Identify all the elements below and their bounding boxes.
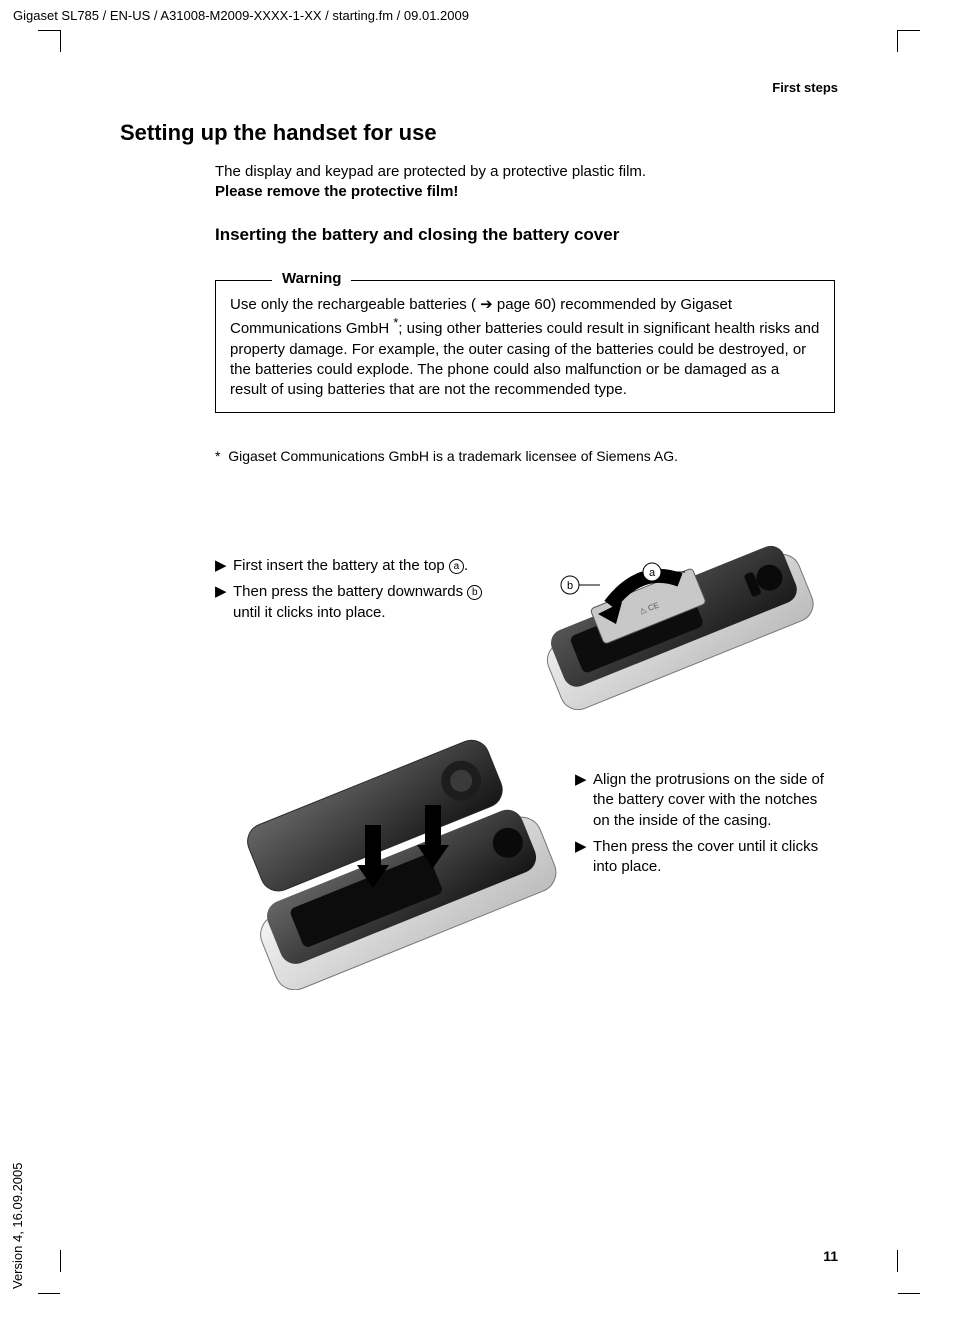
heading-1: Setting up the handset for use <box>120 120 437 146</box>
list-item: ▶ First insert the battery at the top a. <box>215 556 485 576</box>
crop-mark <box>898 1293 920 1294</box>
running-head: First steps <box>772 80 838 95</box>
intro-line1: The display and keypad are protected by … <box>215 163 646 180</box>
warning-label: Warning <box>272 269 351 289</box>
marker-b: b <box>467 585 482 600</box>
illustration-close-cover <box>215 710 565 990</box>
list-item: ▶ Then press the battery downwards b unt… <box>215 582 485 623</box>
crop-mark <box>897 1250 898 1272</box>
step-text: . <box>464 557 468 574</box>
list-item: ▶ Align the protrusions on the side of t… <box>575 770 835 831</box>
bullet-icon: ▶ <box>215 582 233 623</box>
steps-right: ▶ Align the protrusions on the side of t… <box>575 770 835 883</box>
step-text: Then press the battery downwards <box>233 583 467 600</box>
crop-mark <box>38 30 60 31</box>
footnote-star: * <box>215 448 220 464</box>
warning-box: Warning Use only the rechargeable batter… <box>215 280 835 413</box>
steps-left: ▶ First insert the battery at the top a.… <box>215 556 485 629</box>
bullet-icon: ▶ <box>575 770 593 831</box>
crop-mark <box>38 1293 60 1294</box>
marker-a: a <box>449 559 464 574</box>
list-item: ▶ Then press the cover until it clicks i… <box>575 837 835 878</box>
intro-line2: Please remove the protective film! <box>215 183 458 200</box>
illus-marker-a: a <box>649 567 656 579</box>
crop-mark <box>60 30 61 52</box>
warning-text: Use only the rechargeable batteries ( <box>230 296 480 313</box>
illustration-insert-battery: ⚠ CE b a <box>500 510 840 710</box>
page-number: 11 <box>823 1248 838 1264</box>
intro-block: The display and keypad are protected by … <box>215 162 835 203</box>
step-text: First insert the battery at the top <box>233 557 449 574</box>
footnote-text: Gigaset Communications GmbH is a tradema… <box>228 448 678 464</box>
step-text: Then press the cover until it clicks int… <box>593 837 835 878</box>
heading-2: Inserting the battery and closing the ba… <box>215 225 619 245</box>
bullet-icon: ▶ <box>215 556 233 576</box>
doc-header-path: Gigaset SL785 / EN-US / A31008-M2009-XXX… <box>13 8 469 23</box>
crop-mark <box>60 1250 61 1272</box>
crop-mark <box>897 30 898 52</box>
crop-mark <box>898 30 920 31</box>
bullet-icon: ▶ <box>575 837 593 878</box>
footnote: * Gigaset Communications GmbH is a trade… <box>215 448 835 464</box>
step-text: until it clicks into place. <box>233 604 386 621</box>
arrow-icon: ➔ <box>480 296 493 313</box>
illus-marker-b: b <box>567 580 573 592</box>
step-text: Align the protrusions on the side of the… <box>593 770 835 831</box>
version-text: Version 4, 16.09.2005 <box>10 1163 25 1290</box>
